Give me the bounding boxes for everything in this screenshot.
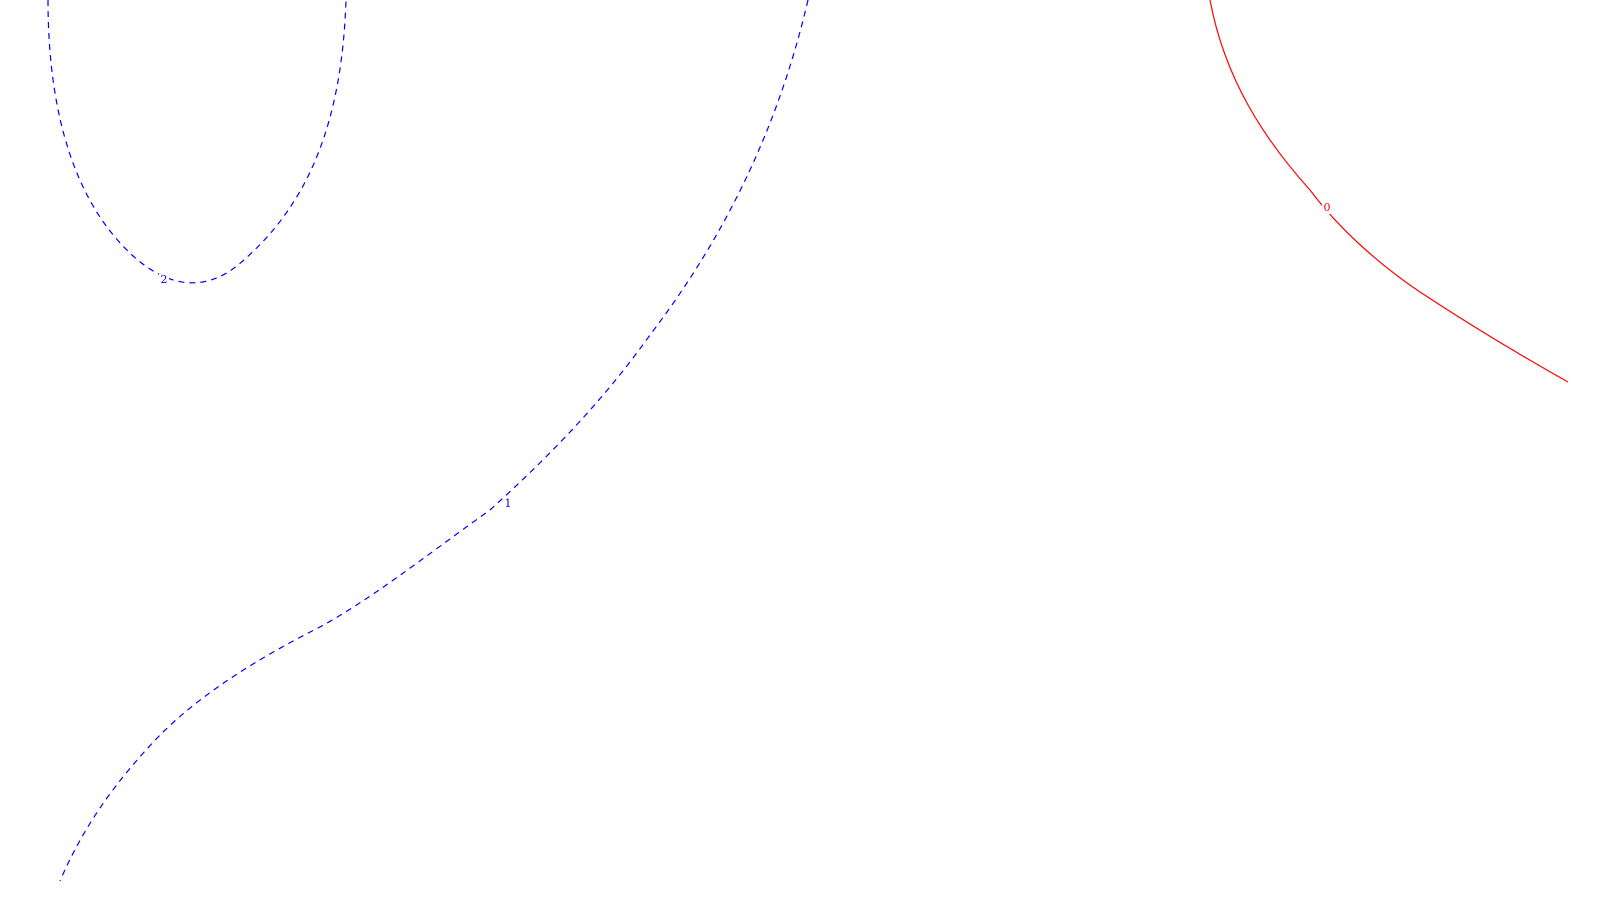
contour-label-gap-2 [159,274,169,286]
contour-labels: 2 1 0 [159,201,1332,510]
contour-label-0: 0 [1324,201,1331,214]
contour-line-1 [59,0,809,882]
contour-lines [47,0,1569,882]
contour-label-gap-1 [503,498,513,510]
contour-line-0 [1209,0,1569,383]
contour-line-2 [47,0,347,284]
contour-label-2: 2 [161,273,168,286]
contour-label-gap-0 [1322,202,1332,214]
contour-label-1: 1 [505,497,512,510]
